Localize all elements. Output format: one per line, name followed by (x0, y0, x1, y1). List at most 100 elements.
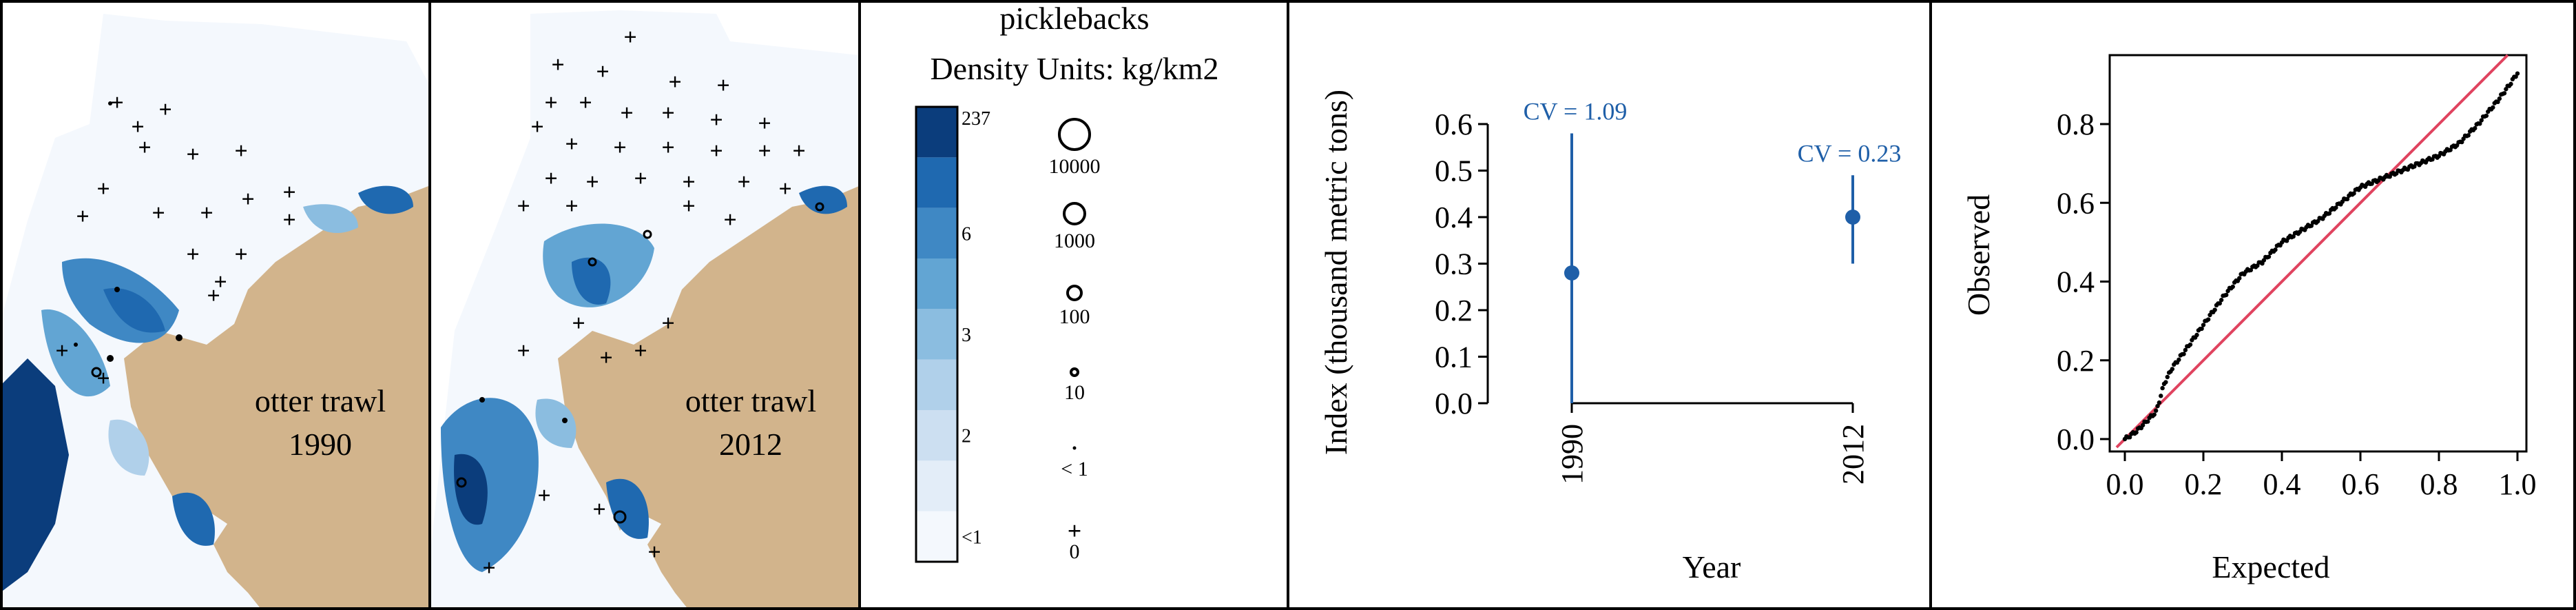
cv-label: CV = 1.09 (1524, 98, 1628, 125)
qq-point (2134, 430, 2139, 435)
qq-point (2188, 342, 2193, 347)
qq-point (2153, 408, 2159, 413)
reference-line (2115, 54, 2509, 449)
svg-text:+: + (234, 139, 247, 164)
svg-text:+: + (647, 540, 661, 565)
y-axis-label: Index (thousand metric tons) (1318, 90, 1353, 455)
qq-point (2205, 317, 2211, 322)
svg-text:+: + (96, 176, 110, 202)
svg-text:+: + (200, 201, 213, 226)
svg-text:+: + (152, 201, 165, 226)
qq-point (2181, 352, 2186, 356)
y-tick-label: 0.1 (1435, 340, 1473, 374)
x-tick-label: 1990 (1555, 424, 1589, 485)
legend-panel: picklebacks Density Units: kg/km2 <1 2 3 6 2… (915, 1, 1219, 563)
qq-point (2515, 71, 2520, 76)
svg-text:+: + (158, 97, 172, 123)
qq-axes: 0.0 0.2 0.4 0.6 0.8 1.0 0.0 0.2 0.4 0.6 0.8 (2057, 54, 2537, 501)
qq-point (2163, 380, 2168, 385)
y-tick-label: 0.2 (2057, 344, 2095, 378)
color-bin-label: 237 (962, 108, 990, 130)
svg-text:+: + (517, 338, 530, 364)
legend-species: picklebacks (999, 1, 1149, 36)
qq-point (2309, 223, 2314, 228)
legend-units: Density Units: kg/km2 (930, 51, 1218, 86)
svg-text:+: + (138, 135, 151, 161)
density-patch-8 (108, 419, 149, 476)
density-patch-5 (172, 492, 215, 546)
qq-point (2140, 423, 2146, 428)
density-patch-1 (441, 398, 539, 572)
size-symbol (1066, 285, 1083, 301)
svg-text:+: + (579, 90, 592, 116)
x-tick-label: 2012 (1836, 424, 1870, 485)
svg-text:+: + (551, 52, 564, 78)
x-tick-label: 0.6 (2342, 467, 2380, 501)
size-symbol (1063, 202, 1086, 225)
qq-point (2448, 148, 2453, 152)
qq-point (2199, 326, 2204, 332)
qq-point (2170, 367, 2175, 372)
y-tick-label: 0.6 (2057, 186, 2095, 220)
qq-point (2201, 323, 2206, 327)
density-patch-1 (0, 358, 69, 593)
density-patch-6 (358, 185, 413, 214)
svg-text:+: + (682, 194, 695, 219)
index-series: CV = 1.09 CV = 0.23 (1524, 98, 1902, 403)
svg-text:+: + (661, 101, 674, 126)
svg-text:+: + (282, 180, 295, 205)
y-tick-label: 0.0 (2057, 423, 2095, 456)
svg-text:+: + (241, 187, 254, 212)
size-symbol (1058, 118, 1091, 151)
y-tick-label: 0.4 (1435, 201, 1473, 234)
density-patch-5 (606, 478, 649, 539)
color-bin (916, 207, 957, 258)
map-label-line2: 1990 (289, 427, 352, 462)
svg-text:+: + (716, 73, 729, 99)
svg-text:+: + (565, 194, 578, 219)
qq-point (2497, 96, 2502, 101)
qq-point (2248, 267, 2254, 273)
color-bin-label: <1 (962, 527, 982, 548)
qq-point (2160, 385, 2165, 391)
color-bin-label: 2 (962, 426, 971, 447)
x-axis: 1990 2012 (1555, 402, 1870, 485)
qq-point (2327, 211, 2332, 216)
map-panel-2012: ++ + + ++ + + + + ++ + + + + + + + + + + + + + + + +++ … (430, 10, 859, 610)
svg-text:+: + (661, 135, 674, 161)
svg-text:+: + (186, 242, 199, 267)
density-patch-7 (303, 204, 358, 234)
qq-point (2473, 125, 2478, 131)
color-bar-border (915, 105, 959, 563)
qq-point (2334, 205, 2338, 210)
map-panel-1990: + ++ ++ + ++ + + ++ + ++ +++ + otter trawl 19… (0, 14, 428, 610)
svg-text:+: + (572, 311, 585, 336)
qq-point (2237, 276, 2242, 281)
x-tick-label: 0.2 (2185, 467, 2223, 501)
qq-point (2155, 403, 2160, 409)
qq-point (2266, 254, 2272, 259)
density-patch-4 (572, 257, 611, 305)
color-bin (916, 359, 957, 410)
y-tick-label: 0.8 (2057, 108, 2095, 141)
y-tick-label: 0.2 (1435, 294, 1473, 327)
y-tick-label: 0.3 (1435, 247, 1473, 281)
data-point (1845, 210, 1860, 225)
qq-point (2495, 99, 2500, 105)
index-chart: 0.0 0.1 0.2 0.3 0.4 0.5 0.6 1990 2012 CV = 1.09… (1318, 90, 1901, 584)
svg-text:+: + (234, 242, 247, 267)
svg-text:+: + (530, 114, 543, 140)
color-scale-bar: <1 2 3 6 237 (915, 105, 990, 563)
svg-text:+: + (131, 114, 144, 140)
svg-text:+: + (634, 338, 647, 364)
svg-text:+: + (186, 142, 199, 167)
svg-text:+: + (723, 207, 736, 233)
qq-point (2230, 284, 2235, 289)
color-bin (916, 410, 957, 461)
y-axis-label: Observed (1961, 194, 1996, 316)
density-patch-2 (454, 454, 488, 525)
map-label-line1: otter trawl (685, 383, 816, 418)
cv-label: CV = 0.23 (1798, 139, 1902, 167)
qq-point (2177, 357, 2181, 363)
qq-point (2478, 121, 2482, 126)
